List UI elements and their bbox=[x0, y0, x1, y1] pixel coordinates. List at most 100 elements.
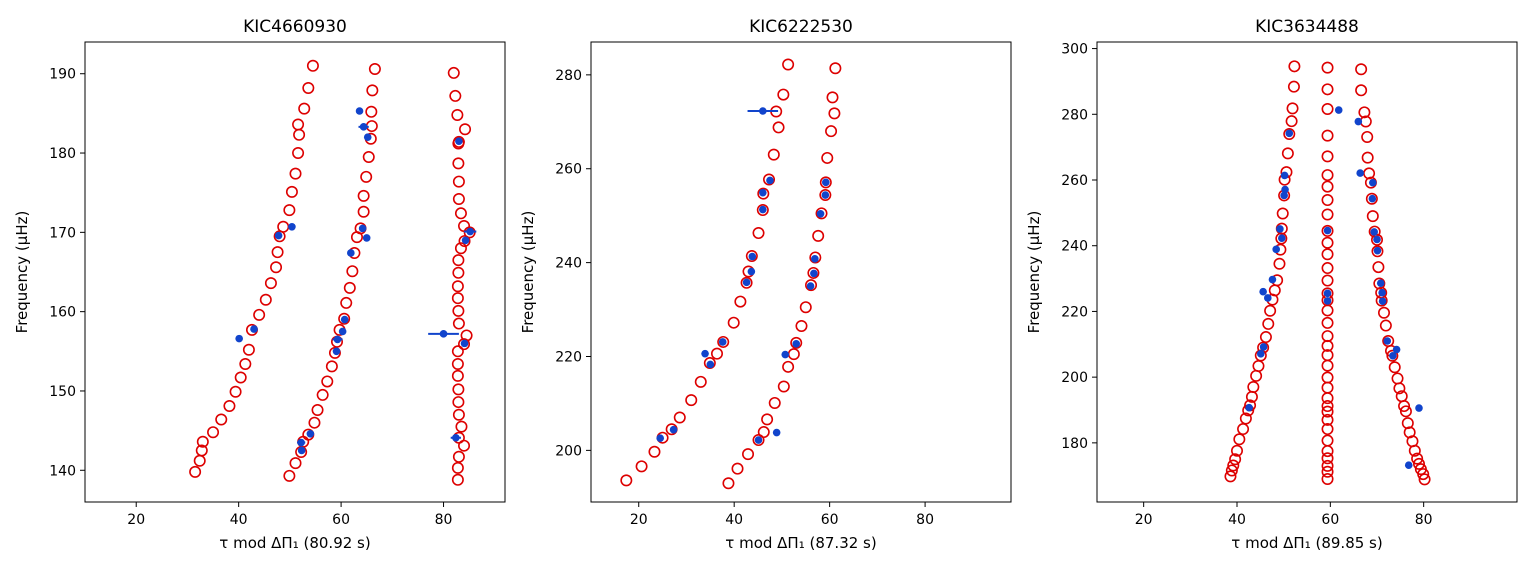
model-point bbox=[451, 345, 464, 358]
x-tick-label: 20 bbox=[1135, 512, 1153, 528]
model-point bbox=[782, 58, 795, 71]
model-point bbox=[215, 413, 228, 426]
observed-point bbox=[1280, 171, 1289, 180]
model-point bbox=[815, 207, 828, 220]
model-point bbox=[1321, 392, 1334, 405]
model-point bbox=[1321, 349, 1334, 362]
observed-point bbox=[816, 209, 825, 218]
model-point bbox=[717, 335, 730, 348]
y-tick-label: 180 bbox=[49, 146, 76, 162]
model-point bbox=[311, 403, 324, 416]
model-point bbox=[1321, 405, 1334, 418]
model-point bbox=[454, 207, 467, 220]
model-point bbox=[1321, 381, 1334, 394]
observed-point bbox=[1356, 169, 1364, 177]
model-point bbox=[805, 279, 818, 292]
model-point bbox=[1417, 468, 1430, 481]
y-tick-label: 240 bbox=[555, 256, 582, 272]
model-point bbox=[809, 251, 822, 264]
model-point bbox=[1321, 359, 1334, 372]
observed-point bbox=[759, 205, 767, 214]
observed-point bbox=[1264, 294, 1272, 302]
model-point bbox=[742, 448, 755, 461]
model-point bbox=[807, 266, 820, 279]
model-point bbox=[1321, 472, 1334, 485]
model-point bbox=[1393, 382, 1406, 395]
model-point bbox=[1321, 236, 1334, 249]
model-point bbox=[452, 254, 465, 267]
model-point bbox=[1262, 317, 1275, 330]
model-point bbox=[452, 175, 465, 188]
observed-point bbox=[460, 339, 469, 348]
model-point bbox=[752, 227, 765, 240]
model-point bbox=[223, 400, 236, 413]
model-point bbox=[745, 250, 758, 263]
model-point bbox=[1231, 444, 1244, 457]
model-point bbox=[1378, 306, 1391, 319]
x-tick-label: 40 bbox=[230, 512, 248, 528]
model-point bbox=[449, 89, 462, 102]
observed-point bbox=[759, 107, 767, 115]
model-point bbox=[1287, 80, 1300, 93]
observed-point bbox=[718, 338, 727, 346]
observed-point bbox=[806, 282, 815, 290]
model-point bbox=[283, 469, 296, 482]
model-point bbox=[694, 375, 707, 388]
x-tick-label: 60 bbox=[1321, 512, 1339, 528]
observed-point bbox=[1383, 337, 1392, 345]
model-point bbox=[673, 411, 686, 424]
model-point bbox=[782, 360, 795, 373]
model-point bbox=[357, 189, 370, 202]
model-point bbox=[455, 420, 468, 433]
model-point bbox=[1239, 412, 1252, 425]
model-point bbox=[795, 319, 808, 332]
model-point bbox=[308, 416, 321, 429]
observed-point bbox=[754, 436, 763, 444]
model-point bbox=[451, 357, 464, 370]
model-point bbox=[195, 444, 208, 457]
model-point bbox=[1229, 453, 1242, 466]
model-point bbox=[451, 280, 464, 293]
model-point bbox=[451, 292, 464, 305]
model-point bbox=[264, 277, 277, 290]
model-point bbox=[360, 170, 373, 183]
model-point bbox=[731, 462, 744, 475]
model-point bbox=[768, 396, 781, 409]
model-point bbox=[302, 82, 315, 95]
observed-point bbox=[333, 335, 342, 344]
model-point bbox=[826, 91, 839, 104]
model-point bbox=[828, 107, 841, 120]
observed-point bbox=[1404, 461, 1413, 470]
model-point bbox=[452, 157, 465, 170]
x-tick-label: 60 bbox=[332, 512, 350, 528]
observed-point bbox=[358, 224, 367, 233]
observed-point bbox=[1268, 275, 1277, 284]
x-tick-label: 20 bbox=[630, 512, 648, 528]
model-point bbox=[710, 347, 723, 360]
observed-point bbox=[288, 222, 296, 231]
model-point bbox=[1371, 245, 1384, 258]
x-axis-label: τ mod ΔΠ₁ (80.92 s) bbox=[219, 534, 370, 552]
y-tick-label: 220 bbox=[555, 349, 582, 365]
model-point bbox=[777, 380, 790, 393]
model-point bbox=[757, 187, 770, 200]
model-point bbox=[685, 394, 698, 407]
model-point bbox=[1371, 233, 1384, 246]
model-point bbox=[451, 461, 464, 474]
model-point bbox=[620, 474, 633, 487]
observed-point bbox=[466, 227, 474, 236]
model-point bbox=[799, 301, 812, 314]
observed-point bbox=[748, 252, 757, 261]
observed-point bbox=[1280, 191, 1288, 200]
model-point bbox=[452, 193, 465, 206]
model-point bbox=[1321, 224, 1334, 237]
model-point bbox=[648, 445, 661, 458]
model-point bbox=[1321, 194, 1334, 207]
model-point bbox=[1321, 413, 1334, 426]
observed-point bbox=[1245, 403, 1253, 412]
model-point bbox=[368, 62, 381, 75]
model-point bbox=[1321, 83, 1334, 96]
model-point bbox=[1398, 400, 1411, 413]
y-tick-label: 300 bbox=[1061, 42, 1088, 58]
model-point bbox=[451, 473, 464, 486]
